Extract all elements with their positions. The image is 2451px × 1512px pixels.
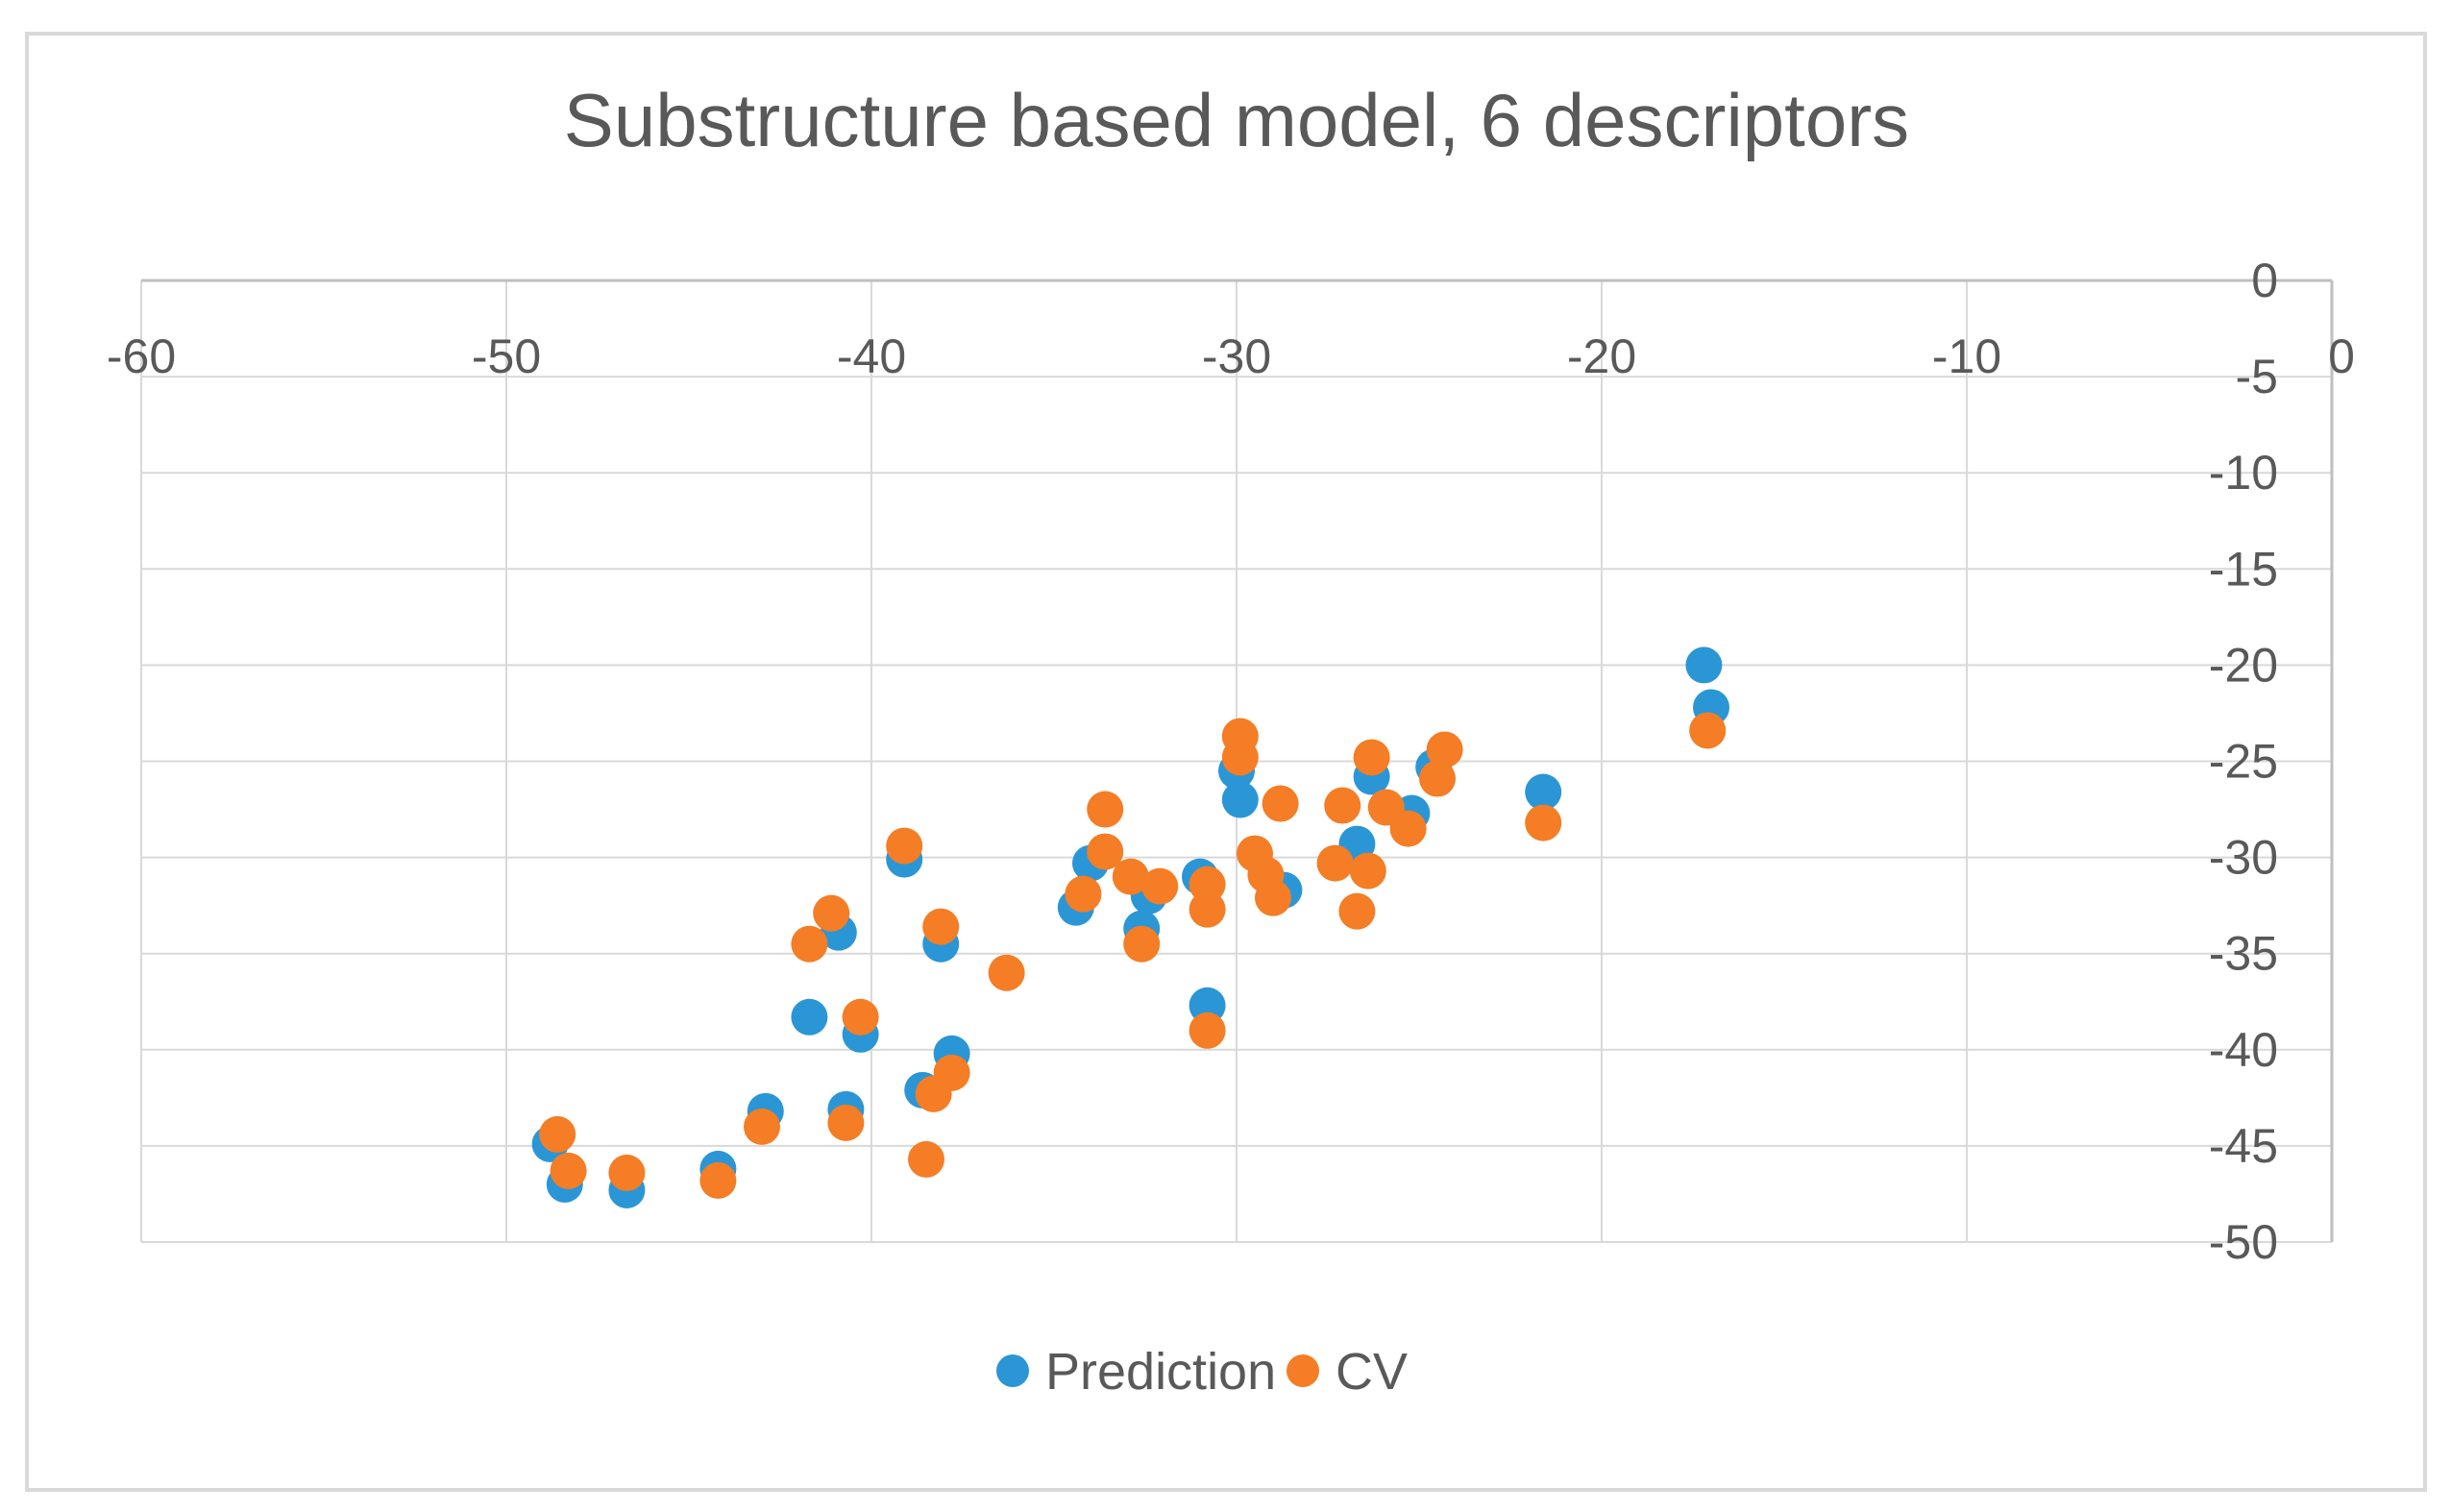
data-point-cv[interactable] xyxy=(908,1140,944,1178)
x-tick-label: -50 xyxy=(472,329,541,383)
data-point-cv[interactable] xyxy=(608,1154,646,1191)
legend-label-cv[interactable]: CV xyxy=(1336,1343,1408,1401)
data-point-cv[interactable] xyxy=(886,827,923,865)
data-point-cv[interactable] xyxy=(1389,810,1427,847)
data-point-cv[interactable] xyxy=(1189,1012,1226,1049)
data-point-cv[interactable] xyxy=(539,1115,576,1153)
data-point-cv[interactable] xyxy=(1255,879,1291,916)
series-prediction[interactable] xyxy=(531,646,1729,1208)
data-point-cv[interactable] xyxy=(1141,867,1179,905)
x-tick-label: -60 xyxy=(107,329,176,383)
chart-title[interactable]: Substructure based model, 6 descriptors xyxy=(564,78,1909,162)
data-point-cv[interactable] xyxy=(1262,785,1299,822)
data-point-cv[interactable] xyxy=(1349,852,1386,890)
y-tick-label: -45 xyxy=(2209,1119,2278,1173)
y-tick-label: 0 xyxy=(2251,254,2278,307)
data-point-prediction[interactable] xyxy=(1189,987,1226,1024)
data-point-cv[interactable] xyxy=(813,894,850,932)
data-point-cv[interactable] xyxy=(1221,739,1259,776)
data-point-cv[interactable] xyxy=(915,1075,952,1112)
data-point-cv[interactable] xyxy=(1087,791,1124,828)
data-point-cv[interactable] xyxy=(827,1104,865,1141)
data-point-cv[interactable] xyxy=(550,1152,587,1189)
data-point-cv[interactable] xyxy=(1525,804,1562,841)
data-point-cv[interactable] xyxy=(1689,712,1727,749)
data-point-cv[interactable] xyxy=(842,998,879,1036)
legend-marker-prediction[interactable] xyxy=(996,1354,1029,1387)
data-point-cv[interactable] xyxy=(1426,731,1463,768)
x-tick-label: -20 xyxy=(1567,329,1636,383)
data-point-cv[interactable] xyxy=(1419,760,1456,797)
y-tick-label: -10 xyxy=(2209,446,2278,500)
data-point-cv[interactable] xyxy=(1065,875,1102,913)
legend-label-prediction[interactable]: Prediction xyxy=(1045,1343,1276,1401)
x-tick-label: 0 xyxy=(2328,329,2355,383)
data-point-cv[interactable] xyxy=(1087,833,1124,870)
data-point-cv[interactable] xyxy=(1123,925,1161,963)
y-tick-label: -50 xyxy=(2209,1215,2278,1269)
data-point-cv[interactable] xyxy=(1112,858,1149,895)
data-point-cv[interactable] xyxy=(744,1108,780,1145)
data-point-cv[interactable] xyxy=(791,925,828,963)
y-axis-tick-labels: 0 -5 -10 -15 -20 -25 -30 -35 -40 -45 -50 xyxy=(2209,254,2278,1269)
y-tick-label: -30 xyxy=(2209,831,2278,885)
legend-marker-cv[interactable] xyxy=(1287,1354,1319,1387)
x-axis-tick-labels: -60 -50 -40 -30 -20 -10 0 xyxy=(107,329,2355,383)
x-tick-label: -30 xyxy=(1202,329,1271,383)
y-tick-label: -35 xyxy=(2209,927,2278,981)
y-tick-label: -5 xyxy=(2236,350,2278,403)
data-point-prediction[interactable] xyxy=(1221,781,1259,818)
data-point-cv[interactable] xyxy=(1316,844,1354,882)
y-tick-label: -40 xyxy=(2209,1023,2278,1077)
data-point-cv[interactable] xyxy=(1338,892,1376,930)
data-point-cv[interactable] xyxy=(699,1161,737,1199)
data-point-cv[interactable] xyxy=(922,908,960,945)
data-point-cv[interactable] xyxy=(1189,890,1226,928)
data-point-prediction[interactable] xyxy=(791,998,828,1036)
x-tick-label: -10 xyxy=(1932,329,2001,383)
data-point-cv[interactable] xyxy=(1353,739,1390,776)
data-point-prediction[interactable] xyxy=(1685,646,1723,684)
y-tick-label: -15 xyxy=(2209,542,2278,596)
data-point-prediction[interactable] xyxy=(1525,773,1562,811)
data-point-cv[interactable] xyxy=(988,954,1025,991)
x-tick-label: -40 xyxy=(837,329,906,383)
y-tick-label: -20 xyxy=(2209,638,2278,692)
chart-frame-border xyxy=(25,32,2427,1492)
data-point-cv[interactable] xyxy=(1324,787,1361,824)
legend[interactable]: Prediction CV xyxy=(996,1343,1408,1401)
y-tick-label: -25 xyxy=(2209,735,2278,789)
series-cv[interactable] xyxy=(539,712,1727,1199)
axis-lines xyxy=(141,279,2334,1242)
data-point-cv[interactable] xyxy=(1189,866,1226,903)
